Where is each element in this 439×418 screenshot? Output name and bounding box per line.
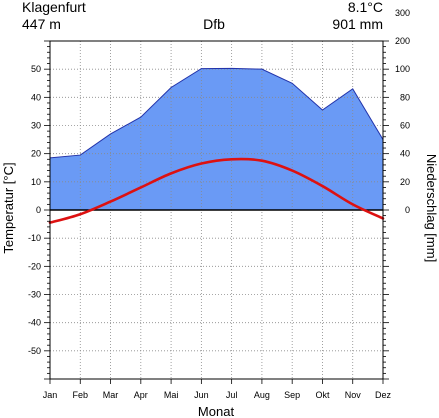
month-label: Feb: [73, 390, 89, 400]
right-tick-label: 300: [395, 8, 410, 18]
month-label: Mai: [164, 390, 179, 400]
left-tick-label: 30: [31, 121, 41, 131]
left-axis-title: Temperatur [°C]: [1, 162, 16, 253]
data-lines: [48, 67, 385, 224]
month-label: Dez: [375, 390, 392, 400]
right-tick-label: 80: [400, 92, 410, 102]
month-label: Aug: [254, 390, 270, 400]
month-label: Jan: [43, 390, 58, 400]
right-tick-label: 0: [405, 205, 410, 215]
right-tick-label: 200: [395, 36, 410, 46]
precipitation-line: [49, 67, 384, 159]
left-tick-label: 50: [31, 64, 41, 74]
left-tick-label: -30: [28, 290, 41, 300]
temperature-line: [48, 157, 385, 224]
left-tick-label: -10: [28, 233, 41, 243]
month-label: Okt: [315, 390, 330, 400]
left-tick-label: 10: [31, 177, 41, 187]
left-tick-label: 40: [31, 92, 41, 102]
month-label: Sep: [284, 390, 300, 400]
left-tick-label: 20: [31, 149, 41, 159]
precipitation-axis: 900800700600500400300200100806040200: [383, 8, 410, 380]
month-label: Apr: [134, 390, 148, 400]
climate-class: Dfb: [203, 16, 225, 32]
station-name: Klagenfurt: [22, 0, 86, 15]
left-tick-label: -40: [28, 318, 41, 328]
mean-temperature: 8.1°C: [348, 0, 383, 15]
month-label: Mar: [103, 390, 119, 400]
month-label: Jun: [194, 390, 209, 400]
right-tick-label: 20: [400, 177, 410, 187]
month-axis: Jan Feb Mar Apr Mai Jun Jul Aug Sep Okt Nov Dez: [43, 379, 392, 400]
right-tick-label: 60: [400, 121, 410, 131]
left-tick-label: -50: [28, 346, 41, 356]
right-tick-label: 40: [400, 149, 410, 159]
annual-precipitation: 901 mm: [332, 16, 383, 32]
left-tick-label: -20: [28, 261, 41, 271]
station-elevation: 447 m: [22, 16, 61, 32]
left-tick-label: 0: [36, 205, 41, 215]
right-tick-label: 100: [395, 64, 410, 74]
temperature-axis: 50 40 30 20 10 0 -10 -20 -30 -40 -50: [28, 40, 50, 380]
x-axis-title: Monat: [198, 404, 235, 418]
right-axis-title: Niederschlag [mm]: [424, 154, 439, 262]
month-label: Nov: [345, 390, 362, 400]
month-label: Jul: [226, 390, 238, 400]
